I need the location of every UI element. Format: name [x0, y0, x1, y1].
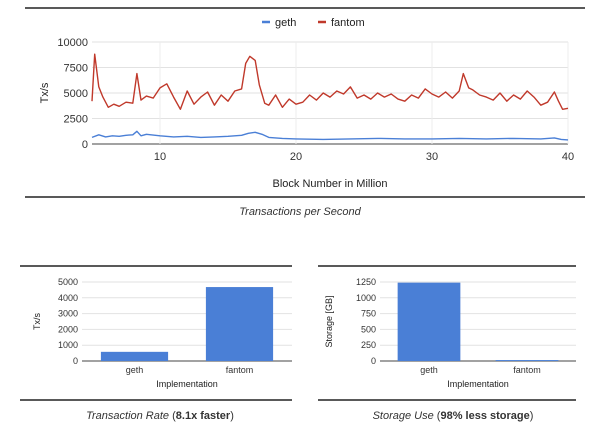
y-axis-label: Storage [GB]: [324, 295, 334, 347]
legend-label-fantom: fantom: [331, 17, 365, 29]
storage-caption-italic: Storage Use: [372, 410, 434, 422]
bar-fantom: [205, 287, 274, 361]
x-axis-label: Block Number in Million: [273, 178, 388, 190]
storage-bar-chart: 0 250 500 750 1000 1250 geth fantom Implementati…: [318, 265, 576, 401]
bar-geth: [100, 351, 169, 361]
y-axis-label: Tx/s: [32, 313, 42, 330]
x-tick-label: fantom: [513, 365, 541, 375]
legend-label-geth: geth: [275, 17, 296, 29]
y-tick-label: 5000: [64, 88, 88, 100]
tx-rate-caption-close: ): [230, 410, 234, 422]
x-axis-label: Implementation: [447, 379, 509, 389]
y-tick-label: 7500: [64, 63, 88, 75]
y-tick-label: 4000: [58, 293, 78, 303]
x-axis-label: Implementation: [156, 379, 218, 389]
y-tick-label: 1000: [356, 293, 376, 303]
bar-fantom: [495, 360, 559, 361]
tps-line-chart: 0 2500 5000 7500 10000 10 20 30 40 Block Number i…: [25, 7, 585, 198]
y-tick-label: 250: [361, 340, 376, 350]
x-tick-label: 20: [290, 151, 302, 163]
y-tick-label: 10000: [57, 37, 88, 49]
series-line-fantom: [91, 53, 569, 111]
tx-rate-caption: Transaction Rate (8.1x faster): [20, 410, 300, 422]
y-tick-label: 1000: [58, 340, 78, 350]
x-tick-label: 40: [562, 151, 574, 163]
y-tick-label: 1250: [356, 277, 376, 287]
storage-caption-close: ): [529, 410, 534, 422]
y-tick-label: 0: [371, 356, 376, 366]
y-tick-label: 2000: [58, 324, 78, 334]
tx-rate-caption-italic: Transaction Rate: [86, 410, 170, 422]
storage-caption: Storage Use (98% less storage): [318, 410, 588, 422]
tx-rate-bar-chart: 0 1000 2000 3000 4000 5000 geth fantom Implement…: [20, 265, 292, 401]
storage-caption-open: (: [433, 410, 441, 422]
x-tick-label: geth: [126, 365, 144, 375]
storage-caption-bold: 98% less storage: [440, 410, 530, 422]
tx-rate-caption-open: (: [169, 410, 176, 422]
y-tick-label: 750: [361, 309, 376, 319]
tx-rate-caption-bold: 8.1x faster: [175, 410, 231, 422]
y-axis-label: Tx/s: [39, 82, 51, 103]
y-tick-label: 500: [361, 324, 376, 334]
x-tick-label: fantom: [226, 365, 254, 375]
x-tick-label: 10: [154, 151, 166, 163]
y-tick-label: 0: [82, 139, 88, 151]
series-line-geth: [91, 130, 569, 141]
line-chart-caption-text: Transactions per Second: [239, 206, 361, 218]
y-tick-label: 5000: [58, 277, 78, 287]
y-tick-label: 3000: [58, 309, 78, 319]
y-tick-label: 2500: [64, 114, 88, 126]
bar-geth: [397, 282, 461, 361]
x-tick-label: geth: [420, 365, 438, 375]
x-tick-label: 30: [426, 151, 438, 163]
y-tick-label: 0: [73, 356, 78, 366]
line-chart-caption: Transactions per Second: [0, 206, 600, 218]
